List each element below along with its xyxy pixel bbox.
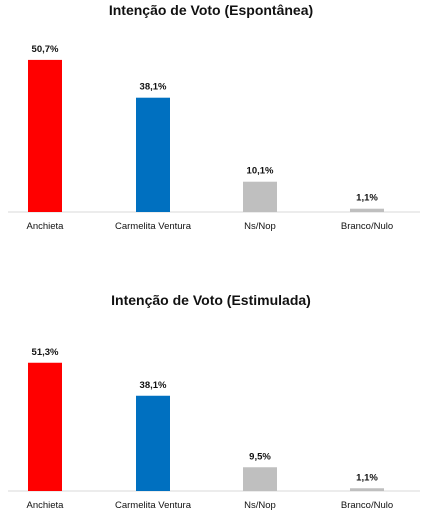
data-label: 51,3% — [32, 347, 59, 358]
category-label: Ns/Nop — [244, 500, 276, 511]
bar-branco-nulo — [350, 488, 384, 491]
category-label: Branco/Nulo — [341, 221, 393, 232]
data-label: 1,1% — [356, 472, 378, 483]
data-label: 1,1% — [356, 193, 378, 204]
chart-title: Intenção de Voto (Estimulada) — [111, 292, 311, 308]
chart-title: Intenção de Voto (Espontânea) — [108, 2, 314, 18]
bar-branco-nulo — [350, 208, 384, 212]
bar-anchieta — [28, 362, 62, 491]
bar-chart-svg: 50,7% Anchieta 38,1% Carmelita Ventura 10,1%… — [8, 44, 420, 232]
category-label: Ns/Nop — [244, 221, 276, 232]
bar-anchieta — [28, 59, 62, 213]
category-label: Anchieta — [27, 221, 65, 232]
bar-carmelita-ventura — [136, 97, 170, 212]
chart-estimulada: Intenção de Voto (Estimulada) 51,3% Anchi… — [0, 262, 434, 524]
category-label: Branco/Nulo — [341, 500, 393, 511]
data-label: 38,1% — [140, 380, 167, 391]
bar-carmelita-ventura — [136, 395, 170, 491]
bar-ns-nop — [243, 467, 277, 491]
bar-ns-nop — [243, 181, 277, 212]
category-label: Anchieta — [27, 500, 65, 511]
data-label: 9,5% — [249, 451, 271, 462]
data-label: 38,1% — [140, 82, 167, 93]
data-label: 10,1% — [247, 166, 274, 177]
data-label: 50,7% — [32, 44, 59, 55]
bar-chart-svg: 51,3% Anchieta 38,1% Carmelita Ventura 9,5% N… — [8, 347, 420, 511]
category-label: Carmelita Ventura — [115, 500, 192, 511]
chart-espontanea: Intenção de Voto (Espontânea) 50,7% Anchi… — [8, 2, 420, 232]
category-label: Carmelita Ventura — [115, 221, 192, 232]
